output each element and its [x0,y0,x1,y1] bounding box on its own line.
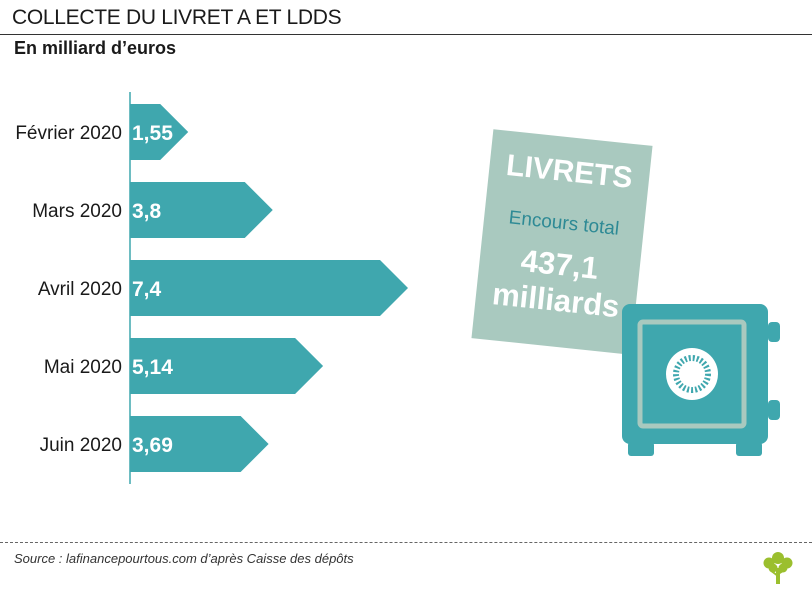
category-label: Avril 2020 [38,279,122,300]
category-label: Février 2020 [15,123,122,144]
bar-value-label: 7,4 [132,278,162,301]
chart-subtitle: En milliard d’euros [14,38,177,58]
bar [130,104,189,160]
bar [130,416,269,472]
card-title: LIVRETS [504,148,635,195]
card-subtitle: Encours total [507,207,621,240]
title-divider [0,34,812,35]
chart-title: COLLECTE DU LIVRET A ET LDDS [12,6,342,29]
category-label: Mai 2020 [44,357,122,378]
bar-value-label: 3,69 [132,434,173,457]
safe-icon [622,304,780,456]
tree-logo-icon [763,552,793,584]
bar [130,260,408,316]
bar-value-label: 3,8 [132,200,162,223]
bar-value-label: 5,14 [132,356,173,379]
bar-value-label: 1,55 [132,122,173,145]
category-label: Mars 2020 [32,201,122,222]
bar [130,182,273,238]
bar [130,338,324,394]
card-value-block: 437,1 milliards [474,239,641,327]
source-note: Source : lafinancepourtous.com d’après C… [14,551,354,566]
footer-divider [0,542,812,543]
category-label: Juin 2020 [40,435,122,456]
